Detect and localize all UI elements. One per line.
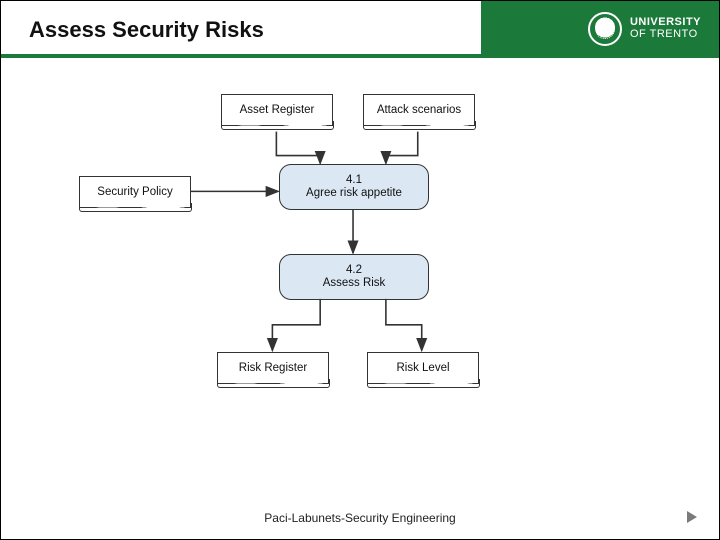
logo-text: UNIVERSITY OF TRENTO [630,17,701,40]
slide: Assess Security Risks UNIVERSITY OF TREN… [0,0,720,540]
edge-asset_register-to-agree_appetite [276,132,320,164]
edge-attack_scenarios-to-agree_appetite [386,132,418,164]
node-asset-register: Asset Register [221,94,333,126]
edge-assess_risk-to-risk_level [386,299,422,351]
footer-text: Paci-Labunets-Security Engineering [1,511,719,525]
university-logo: UNIVERSITY OF TRENTO [588,9,701,49]
node-number: 4.1 [306,174,402,187]
node-label: Assess Risk [323,277,386,289]
node-label: Security Policy [97,186,172,198]
node-text: 4.2 Assess Risk [323,264,386,290]
node-label: Asset Register [240,104,315,116]
next-slide-icon[interactable] [687,511,697,523]
logo-line2: OF TRENTO [630,29,701,41]
page-title: Assess Security Risks [29,17,264,43]
logo-seal-icon [588,12,622,46]
edge-assess_risk-to-risk_register [272,299,320,351]
node-label: Risk Level [396,362,449,374]
flowchart: Asset Register Attack scenarios Security… [1,56,719,499]
node-label: Risk Register [239,362,307,374]
node-agree-risk-appetite: 4.1 Agree risk appetite [279,164,429,210]
node-risk-register: Risk Register [217,352,329,384]
node-security-policy: Security Policy [79,176,191,208]
node-label: Attack scenarios [377,104,461,116]
node-assess-risk: 4.2 Assess Risk [279,254,429,300]
node-number: 4.2 [323,264,386,277]
node-attack-scenarios: Attack scenarios [363,94,475,126]
node-label: Agree risk appetite [306,187,402,199]
node-text: 4.1 Agree risk appetite [306,174,402,200]
node-risk-level: Risk Level [367,352,479,384]
